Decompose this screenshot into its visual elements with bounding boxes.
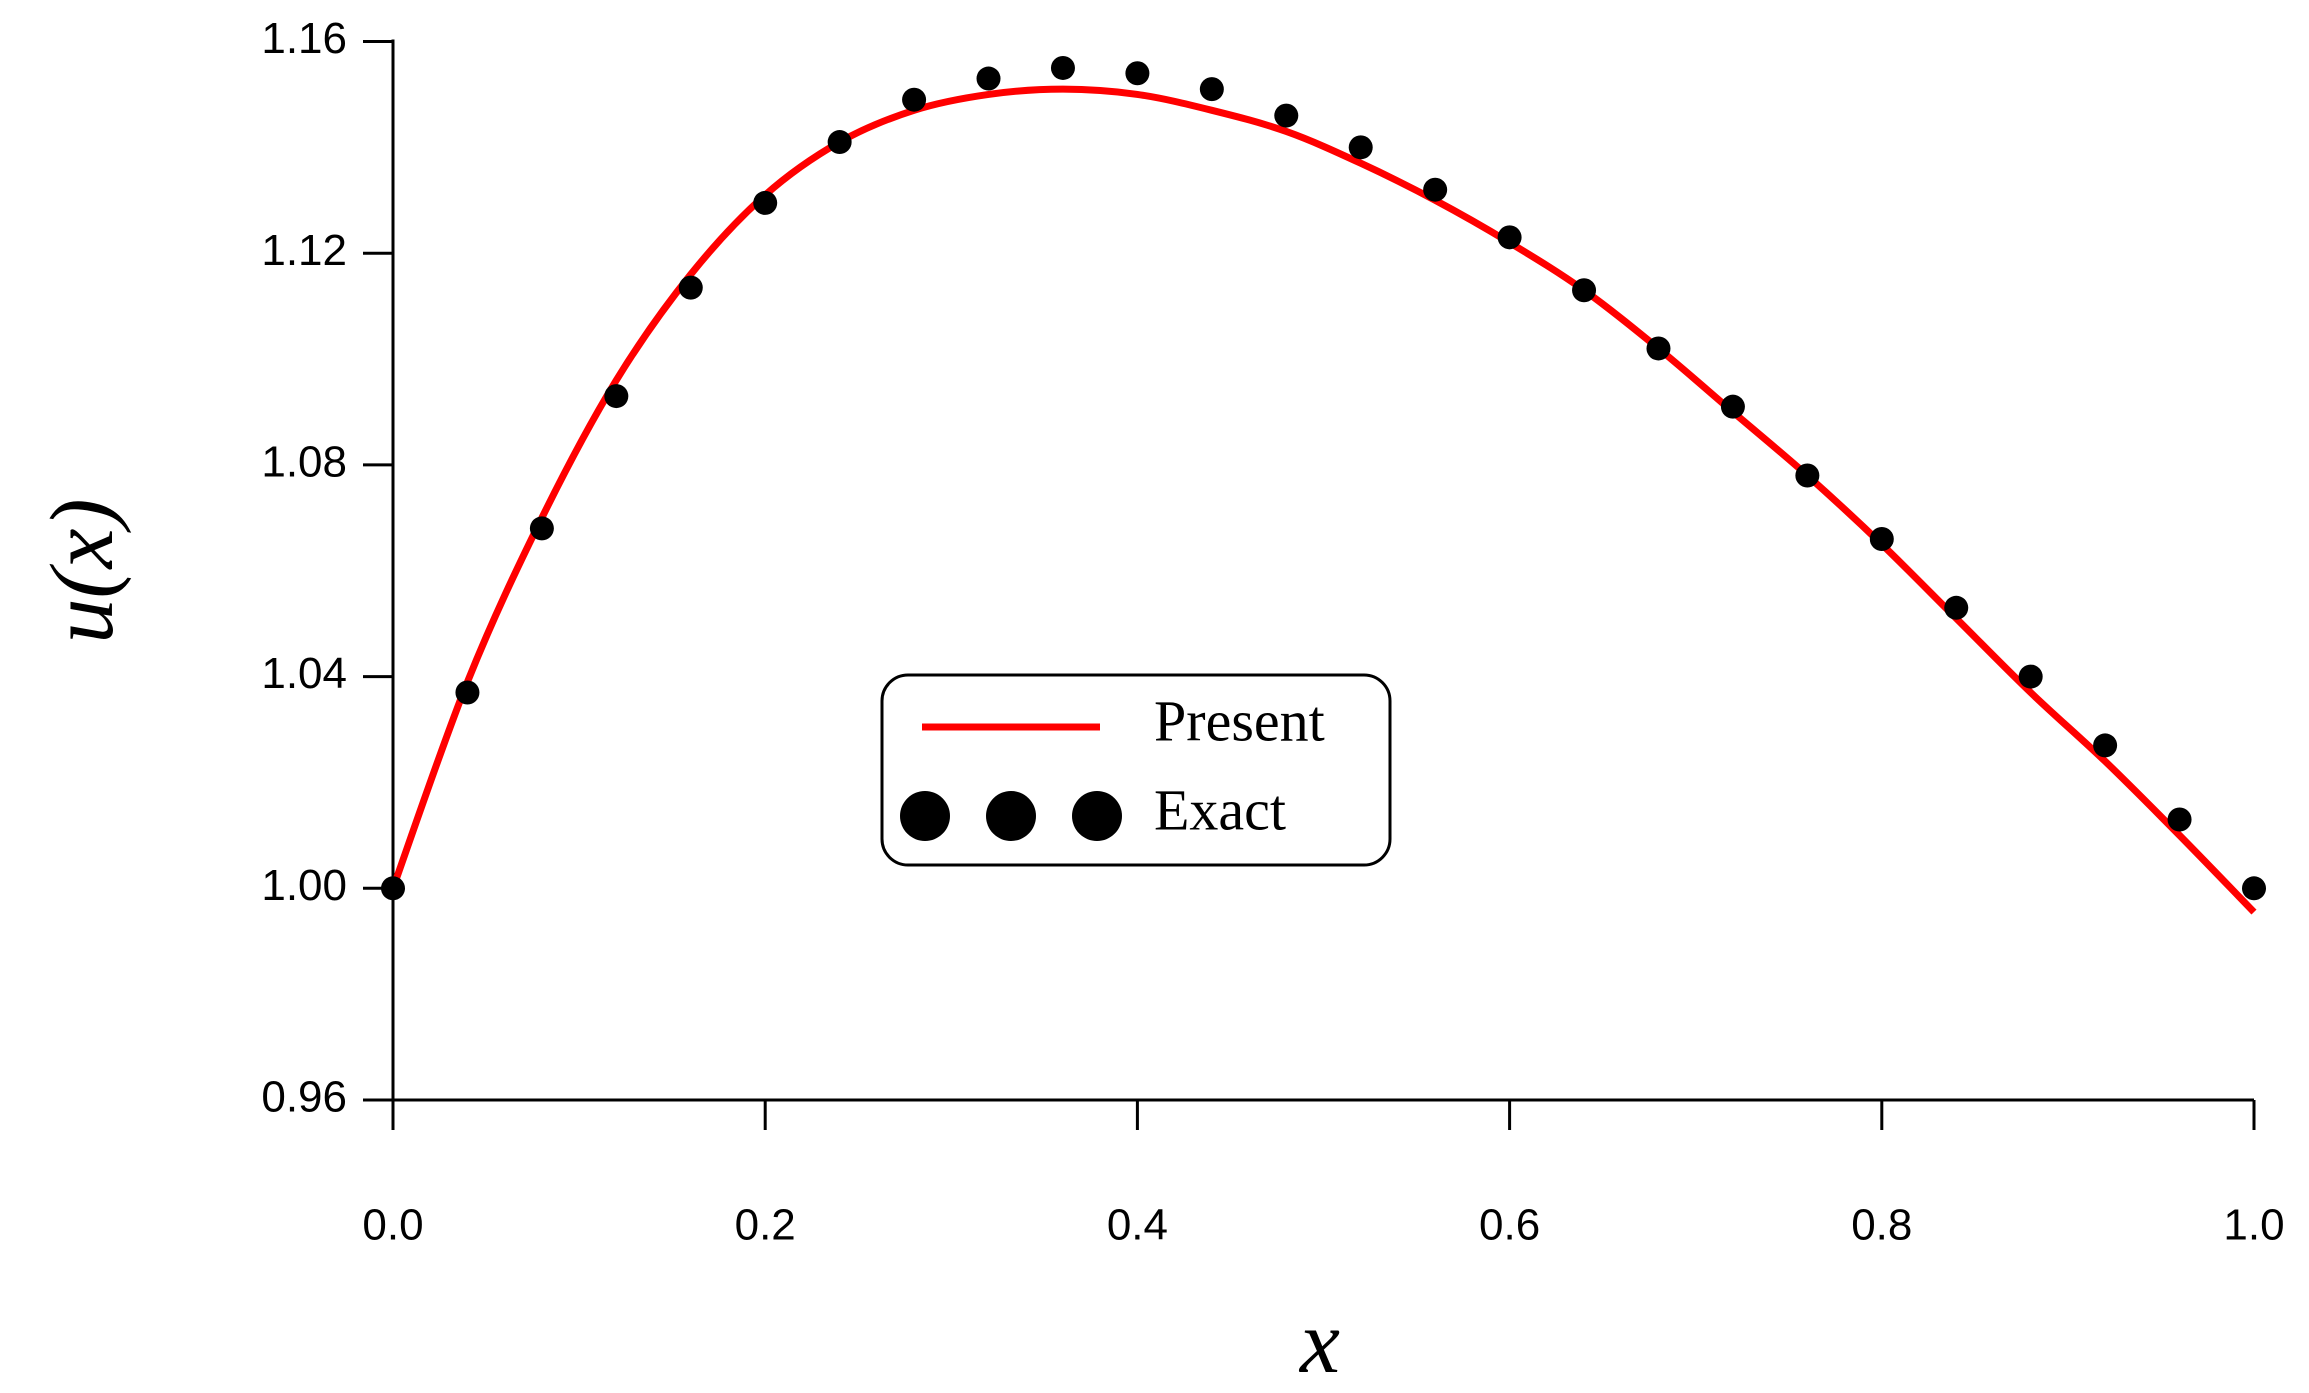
x-tick-label: 0.8: [1851, 1201, 1912, 1250]
x-tick-label: 0.2: [735, 1201, 796, 1250]
y-tick-label: 1.16: [261, 14, 347, 63]
y-tick-label: 1.12: [261, 226, 347, 275]
x-tick-label: 0.6: [1479, 1201, 1540, 1250]
data-point: [381, 876, 405, 901]
data-point: [455, 680, 480, 705]
legend: Present Exact: [880, 673, 1392, 867]
data-point: [976, 66, 1001, 91]
data-point: [1944, 595, 1969, 620]
data-point: [1050, 55, 1075, 80]
x-tick-label: 1.0: [2223, 1201, 2284, 1250]
data-point: [678, 275, 703, 300]
data-point: [827, 130, 852, 155]
data-point: [1423, 177, 1448, 202]
data-point: [1869, 526, 1894, 551]
data-point: [1274, 103, 1299, 128]
y-tick-label: 1.00: [261, 861, 347, 910]
data-point: [604, 384, 629, 409]
x-tick-label: 0.0: [362, 1201, 423, 1250]
data-point: [1497, 225, 1522, 250]
legend-label: Exact: [1154, 777, 1286, 842]
y-tick-label: 1.04: [261, 649, 347, 698]
legend-marker: [986, 791, 1036, 841]
legend-marker: [900, 791, 950, 841]
data-point: [529, 516, 554, 541]
data-point: [2093, 733, 2118, 758]
y-axis-label: u(x): [33, 499, 132, 644]
legend-marker: [1072, 791, 1122, 841]
data-point: [1348, 135, 1373, 160]
data-point: [1795, 463, 1820, 488]
x-tick-label: 0.4: [1107, 1201, 1168, 1250]
data-point: [1646, 336, 1671, 361]
x-axis-label: x: [1298, 1293, 1340, 1392]
y-tick-label: 1.08: [261, 438, 347, 487]
data-point: [753, 190, 778, 215]
data-point: [1199, 77, 1224, 102]
data-point: [1125, 61, 1150, 86]
data-point: [2242, 876, 2266, 901]
legend-label: Present: [1154, 688, 1325, 753]
data-point: [1572, 278, 1597, 303]
data-point: [1720, 394, 1745, 419]
data-point: [2018, 664, 2043, 689]
data-point: [2167, 807, 2192, 832]
y-tick-label: 0.96: [261, 1073, 347, 1122]
data-point: [902, 87, 927, 112]
